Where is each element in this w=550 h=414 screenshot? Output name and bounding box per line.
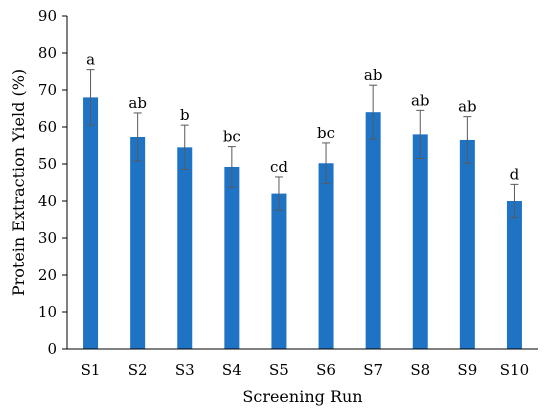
y-tick-label: 30 <box>38 229 57 247</box>
y-tick-label: 90 <box>38 7 57 25</box>
error-bar-s5 <box>274 176 283 211</box>
bar-s1 <box>83 97 99 350</box>
x-tick-label: S9 <box>457 361 477 379</box>
bar-s2 <box>130 136 146 349</box>
y-tick-label: 80 <box>38 44 57 62</box>
x-tick-label: S3 <box>175 361 195 379</box>
error-bar-s10 <box>510 183 519 219</box>
x-tick-label: S5 <box>269 361 289 379</box>
bar-s6 <box>318 163 334 349</box>
error-bars-group <box>86 69 519 219</box>
x-tick-label: S4 <box>222 361 242 379</box>
bar-s10 <box>506 201 522 349</box>
error-bar-s1 <box>86 69 95 126</box>
significance-labels-group: a ab b bc cd bc ab ab ab d <box>86 51 520 184</box>
y-tick-label: 50 <box>38 155 57 173</box>
error-bar-s8 <box>416 109 425 159</box>
error-bar-s9 <box>463 116 472 164</box>
significance-label: a <box>86 51 95 69</box>
error-bar-s4 <box>227 146 236 188</box>
y-tick-label: 20 <box>38 266 57 284</box>
bar-s7 <box>365 112 381 349</box>
error-bar-s3 <box>180 124 189 171</box>
bar-s9 <box>459 139 475 349</box>
x-tick-label: S10 <box>500 361 529 379</box>
error-bar-s7 <box>369 84 378 140</box>
y-tick-label: 70 <box>38 81 57 99</box>
y-tick-label: 60 <box>38 118 57 136</box>
bars-group <box>83 97 522 350</box>
significance-label: cd <box>270 158 288 176</box>
bar-s5 <box>271 193 287 349</box>
x-tick-label: S7 <box>363 361 383 379</box>
significance-label: ab <box>411 91 430 109</box>
significance-label: ab <box>364 66 383 84</box>
y-axis-ticks: 0 10 20 30 40 50 60 70 80 90 <box>38 7 67 358</box>
y-tick-label: 40 <box>38 192 57 210</box>
x-tick-label: S1 <box>81 361 101 379</box>
x-axis-ticks: S1 S2 S3 S4 S5 S6 S7 S8 S9 S10 <box>81 361 530 379</box>
y-tick-label: 10 <box>38 303 57 321</box>
error-bar-s2 <box>133 112 142 162</box>
significance-label: d <box>510 165 520 183</box>
y-tick-label: 0 <box>47 340 57 358</box>
significance-label: b <box>180 106 190 124</box>
significance-label: ab <box>458 98 477 116</box>
x-tick-label: S2 <box>128 361 148 379</box>
bar-s3 <box>177 147 193 349</box>
error-bar-s6 <box>322 142 331 185</box>
x-tick-label: S8 <box>410 361 430 379</box>
x-tick-label: S6 <box>316 361 336 379</box>
x-axis-title: Screening Run <box>242 387 362 406</box>
significance-label: ab <box>128 94 147 112</box>
y-axis-title: Protein Extraction Yield (%) <box>9 69 28 296</box>
significance-label: bc <box>317 124 335 142</box>
bar-s8 <box>412 134 428 349</box>
significance-label: bc <box>223 128 241 146</box>
bar-s4 <box>224 166 240 349</box>
